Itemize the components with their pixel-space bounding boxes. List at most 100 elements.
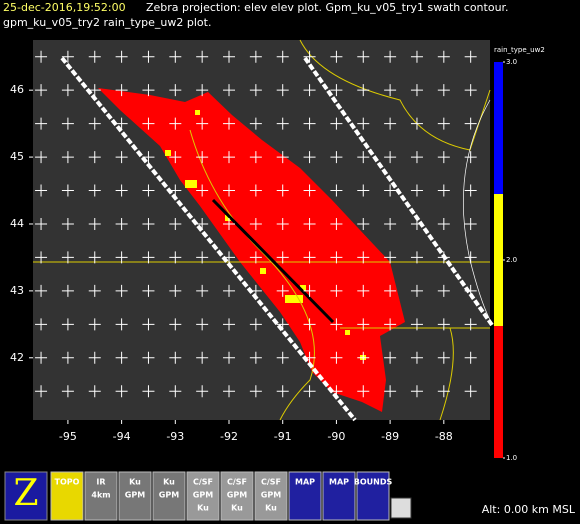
map-layer	[33, 39, 494, 422]
grid-cross	[115, 184, 128, 197]
colorbar-label: 3.0	[506, 58, 517, 66]
title-line: gpm_ku_v05_try2 rain_type_uw2 plot.	[3, 16, 211, 29]
toolbar-label: GPM	[261, 491, 281, 500]
grid-cross	[384, 151, 397, 164]
grid-cross	[276, 50, 289, 63]
toolbar-button[interactable]	[356, 471, 390, 521]
grid-cross	[276, 151, 289, 164]
zebra-button[interactable]	[4, 471, 48, 521]
grid-cross	[384, 117, 397, 130]
grid-cross	[330, 284, 343, 297]
grid-cross	[249, 217, 262, 230]
x-tick-label: -93	[166, 430, 184, 443]
grid-cross	[35, 284, 48, 297]
toolbar-button[interactable]	[118, 471, 152, 521]
grid-cross	[357, 84, 370, 97]
zebra-logo: Z	[13, 473, 38, 514]
grid-cross	[196, 117, 209, 130]
grid-cross	[357, 217, 370, 230]
grid-cross	[35, 217, 48, 230]
grid-cross	[303, 385, 316, 398]
toolbar-label: IR	[96, 478, 105, 487]
grid-cross	[169, 251, 182, 264]
grid-cross	[357, 184, 370, 197]
toolbar-button[interactable]	[50, 471, 84, 521]
grid-button[interactable]	[390, 497, 412, 519]
grid-cross	[196, 50, 209, 63]
grid-cross	[223, 84, 236, 97]
toolbar-button[interactable]	[322, 471, 356, 521]
grid-cross	[249, 184, 262, 197]
colorbar-title: rain_type_uw2	[494, 46, 545, 54]
y-tick-label: 42	[10, 351, 24, 364]
grid-cross	[437, 385, 450, 398]
grid-cross	[142, 50, 155, 63]
grid-cross	[115, 284, 128, 297]
grid-cross	[249, 251, 262, 264]
grid-cross	[276, 184, 289, 197]
grid-cross	[61, 284, 74, 297]
swath-edge	[60, 56, 357, 422]
x-tick-label: -95	[59, 430, 77, 443]
toolbar-button[interactable]	[288, 471, 322, 521]
title-line: Zebra projection: elev elev plot. Gpm_ku…	[146, 1, 509, 14]
grid-cross	[303, 318, 316, 331]
grid-cross	[437, 251, 450, 264]
grid-cross	[88, 284, 101, 297]
rain-area	[98, 88, 405, 412]
toolbar-button[interactable]	[220, 471, 254, 521]
grid-cross	[249, 385, 262, 398]
y-tick-label: 46	[10, 83, 24, 96]
grid-cross	[169, 351, 182, 364]
grid-cross	[223, 184, 236, 197]
grid-cross	[169, 217, 182, 230]
grid-cross	[303, 217, 316, 230]
grid-cross	[115, 84, 128, 97]
grid-cross	[303, 50, 316, 63]
y-tick-label: 45	[10, 150, 24, 163]
grid-cross	[142, 351, 155, 364]
grid-cross	[35, 184, 48, 197]
colorbar-label: 1.0	[506, 454, 517, 462]
toolbar-label: GPM	[125, 491, 145, 500]
grid-cross	[169, 151, 182, 164]
grid-cross	[223, 117, 236, 130]
grid-cross	[303, 351, 316, 364]
grid-cross	[464, 217, 477, 230]
grid-cross	[169, 284, 182, 297]
grid-cross	[35, 318, 48, 331]
colorbar-band	[494, 194, 503, 326]
grid-cross	[357, 151, 370, 164]
grid-cross	[196, 151, 209, 164]
grid-cross	[437, 50, 450, 63]
grid-cross	[223, 50, 236, 63]
grid-cross	[330, 385, 343, 398]
toolbar-button[interactable]	[152, 471, 186, 521]
grid-cross	[249, 351, 262, 364]
toolbar-button[interactable]	[186, 471, 220, 521]
grid-cross	[330, 251, 343, 264]
grid-cross	[223, 351, 236, 364]
toolbar-label: MAP	[329, 478, 349, 487]
toolbar-button[interactable]	[84, 471, 118, 521]
x-tick-label: -92	[220, 430, 238, 443]
grid-cross	[303, 284, 316, 297]
grid-cross	[61, 385, 74, 398]
grid-cross	[35, 151, 48, 164]
toolbar-button[interactable]	[254, 471, 288, 521]
grid-cross	[464, 117, 477, 130]
grid-cross	[169, 318, 182, 331]
grid-cross	[223, 318, 236, 331]
grid-cross	[88, 117, 101, 130]
grid-cross	[196, 84, 209, 97]
x-tick-label: -94	[113, 430, 131, 443]
grid-cross	[61, 84, 74, 97]
grid-cross	[437, 84, 450, 97]
grid-cross	[196, 184, 209, 197]
timestamp: 25-dec-2016,19:52:00	[3, 1, 126, 14]
colorbar-band	[494, 62, 503, 194]
grid-cross	[249, 284, 262, 297]
grid-cross	[35, 251, 48, 264]
grid-cross	[223, 385, 236, 398]
grid-cross	[276, 117, 289, 130]
